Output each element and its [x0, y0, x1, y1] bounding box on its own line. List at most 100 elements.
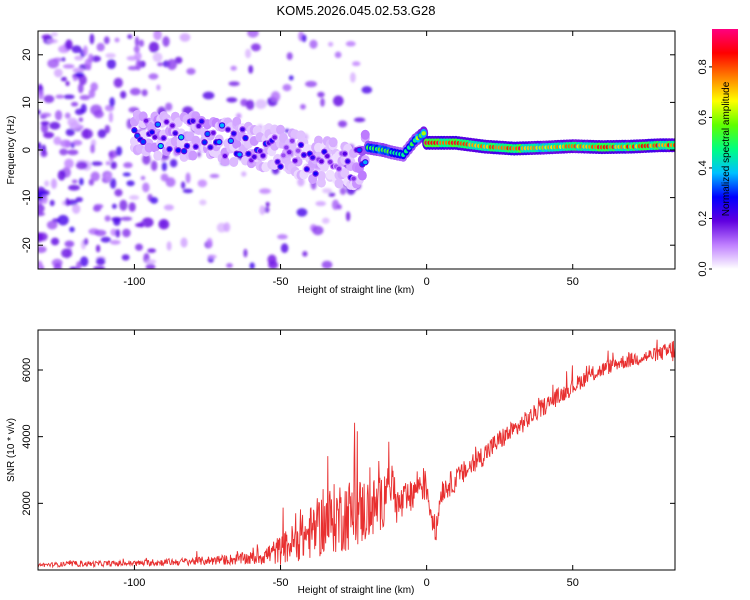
ridge-core: [672, 143, 675, 148]
snr-x-label: Height of straight line (km): [298, 585, 415, 596]
speckle-blob: [120, 216, 133, 221]
speckle-blob: [114, 188, 123, 197]
ridge-core: [164, 119, 169, 124]
speckle-blob: [50, 237, 60, 246]
ridge-core: [190, 118, 196, 123]
speckle-blob: [179, 33, 191, 42]
speckle-blob: [121, 254, 130, 261]
speckle-blob: [75, 196, 83, 203]
ridge-core: [287, 150, 292, 155]
speckle-blob: [127, 34, 133, 39]
speckle-blob: [305, 80, 317, 88]
ridge-core: [328, 160, 333, 165]
speckle-blob: [88, 53, 94, 63]
ridge-core: [219, 123, 225, 128]
speckle-blob: [105, 53, 116, 59]
speckle-blob: [197, 179, 208, 188]
speckle-blob: [40, 112, 52, 118]
speckle-blob: [280, 243, 289, 254]
speckle-blob: [315, 200, 327, 207]
snr-panel: -100 -50 0 50 2000 4000 6000 Height of straig…: [6, 329, 676, 596]
speckle-blob: [75, 72, 85, 78]
speckle-blob: [150, 160, 158, 172]
speckle-blob: [53, 262, 62, 269]
speckle-blob: [55, 94, 65, 99]
colorbar-ticks: 0.0 0.2 0.4 0.6 0.8: [697, 59, 712, 277]
ridge-halo: [232, 139, 242, 150]
speckle-blob: [103, 36, 110, 45]
snr-y-axis: 2000 4000 6000: [21, 358, 675, 516]
ridge-core: [307, 151, 312, 156]
ridge-core: [363, 160, 368, 165]
speckle-blob: [72, 139, 83, 146]
speckle-blob: [349, 72, 356, 83]
ridge-halo: [316, 170, 326, 181]
chart-title: KOM5.2026.045.02.53.G28: [276, 3, 435, 18]
speckle-blob: [41, 194, 48, 205]
speckle-blob: [317, 91, 325, 98]
speckle-blob: [78, 74, 87, 86]
ridge-core: [252, 154, 257, 159]
speckle-blob: [53, 136, 62, 145]
speckle-blob: [138, 39, 145, 47]
ridge-halo: [278, 132, 288, 143]
ridge-core: [222, 154, 228, 159]
speckle-blob: [259, 188, 271, 194]
speckle-blob: [69, 266, 78, 269]
snr-x-axis: -100 -50 0 50: [123, 330, 579, 589]
speckle-blob: [135, 243, 143, 251]
ridge-core: [228, 138, 234, 143]
ridge-core: [152, 135, 158, 140]
speckle-blob: [156, 84, 161, 91]
speckle-blob: [320, 97, 325, 107]
colorbar-label: Normalized spectral amplitude: [721, 81, 732, 216]
spectrogram-ridge: [129, 109, 675, 191]
speckle-blob: [277, 234, 288, 240]
speckle-blob: [64, 158, 74, 169]
speckle-blob: [43, 95, 55, 103]
speckle-blob: [250, 43, 261, 52]
speckle-blob: [160, 220, 167, 228]
speckle-blob: [38, 211, 45, 217]
speckle-blob: [49, 121, 61, 130]
speckle-blob: [129, 87, 141, 96]
speckle-blob: [345, 211, 351, 222]
speckle-blob: [206, 237, 213, 248]
speckle-blob: [141, 89, 148, 97]
speckle-blob: [104, 173, 113, 182]
speckle-blob: [361, 86, 373, 94]
spectrogram-y-tick-label: 20: [21, 49, 33, 61]
speckle-blob: [91, 161, 103, 166]
speckle-blob: [72, 67, 85, 73]
speckle-blob: [282, 84, 292, 92]
speckle-blob: [90, 144, 95, 154]
speckle-blob: [46, 38, 58, 44]
ridge-core: [310, 155, 315, 160]
spectrogram-y-axis: -20 -10 0 10 20: [21, 49, 675, 253]
speckle-blob: [91, 55, 101, 62]
speckle-blob: [59, 139, 72, 148]
spectrogram-x-axis: -100 -50 0 50: [123, 31, 579, 288]
speckle-blob: [126, 180, 135, 187]
speckle-blob: [230, 65, 237, 71]
ridge-core: [178, 135, 184, 140]
speckle-blob: [166, 59, 178, 71]
ridge-core: [181, 149, 187, 154]
speckle-blob: [93, 203, 104, 209]
speckle-blob: [248, 64, 254, 74]
snr-x-tick-label: -100: [123, 577, 145, 589]
ridge-core: [336, 166, 342, 171]
speckle-blob: [226, 97, 238, 103]
speckle-blob: [106, 59, 117, 70]
speckle-blob: [286, 52, 293, 61]
speckle-blob: [63, 94, 75, 100]
ridge-core: [225, 127, 231, 132]
ridge-core: [304, 167, 310, 172]
speckle-blob: [111, 203, 117, 209]
speckle-blob: [38, 142, 42, 151]
speckle-blob: [161, 161, 168, 172]
spectrogram-y-label: Frequency (Hz): [6, 116, 17, 185]
snr-y-tick-label: 2000: [21, 491, 33, 515]
speckle-blob: [78, 117, 84, 123]
speckle-blob: [65, 81, 70, 87]
